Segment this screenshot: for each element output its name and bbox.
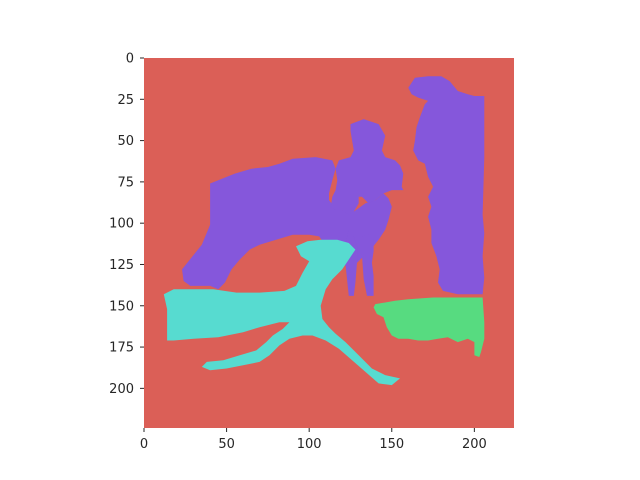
mask-region-cyan-6	[163, 239, 400, 386]
y-tick-label: 200	[109, 382, 134, 397]
y-tick-label: 150	[109, 299, 134, 314]
mask-regions	[163, 76, 485, 386]
mask-region-purple-2	[330, 119, 404, 215]
y-tick-label: 50	[117, 134, 134, 149]
x-tick-label: 150	[379, 437, 404, 452]
x-tick-label: 0	[140, 437, 148, 452]
x-axis: 0 50 100 150 200	[140, 428, 487, 452]
y-tick-label: 175	[109, 341, 134, 356]
plot-area	[144, 58, 514, 428]
y-axis: 0 25 50 75 100 125 150 175 200	[109, 52, 144, 397]
x-tick-label: 50	[218, 437, 235, 452]
x-tick-label: 100	[297, 437, 322, 452]
y-tick-label: 75	[117, 175, 134, 190]
mask-region-purple-4	[362, 234, 374, 296]
y-tick-label: 100	[109, 217, 134, 232]
mask-region-purple-5	[408, 76, 485, 295]
mask-region-green-7	[373, 297, 485, 357]
y-tick-label: 0	[126, 52, 134, 67]
x-tick-label: 200	[462, 437, 487, 452]
y-tick-label: 25	[117, 93, 134, 108]
y-tick-label: 125	[109, 258, 134, 273]
